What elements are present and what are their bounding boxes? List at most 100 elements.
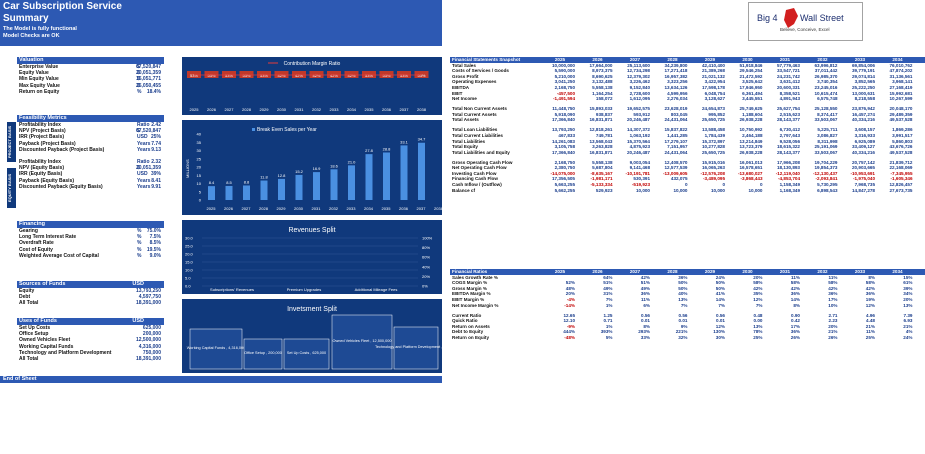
metric-label: Owned Vehicles Fleet [19,337,71,344]
cell-value: 19% [865,296,875,302]
metric-value: 4,316,000 [138,343,161,350]
metric-unit: Ratio [137,122,150,128]
cell-value: 12% [753,296,763,302]
cell-value: 3,608,157 [854,127,875,133]
cell-value: -3,489,095 [703,176,725,182]
metric-label: All Total [19,300,39,307]
metric-value: 15,051,771 [135,76,161,83]
metric-label: NPV (Equity Basis) [19,165,65,172]
cell-value: -48% [564,334,575,340]
cell-value: 2,797,643 [779,132,800,138]
metric-unit: Ratio [137,158,150,165]
cell-value: 15,370,564 [627,138,650,144]
cell-value: 17% [828,296,838,302]
metric-row: Enterprise Value $67,520,847 [17,64,164,70]
row-label: COGS Margin % [452,280,488,286]
cell-value: 4.96 [866,312,875,318]
revenue-y-tick: 25.0 [185,244,194,249]
bes-y-tick: 25 [197,156,202,161]
cell-value: 6,925,089 [854,138,875,144]
cell-value: 1,158,349 [779,182,800,188]
cell-value: 7.39 [903,312,913,318]
investment-tile [243,338,283,370]
cmr-x-tick: 2027 [225,107,235,112]
cell-value: 12.10 [563,318,576,324]
cell-value: 21,472,592 [739,73,763,79]
bes-bar [278,178,285,200]
cell-value: 51% [640,280,650,286]
cell-value: 5,663,255 [554,182,575,188]
cell-value: 36% [828,291,838,297]
cell-value: 0.01 [678,318,688,324]
row-label: EBITDA Margin % [452,291,491,297]
cell-value: 0.71 [603,318,613,324]
cell-value: 9,152,840 [629,84,650,90]
metric-value: 13,793,250 [135,288,161,294]
cell-value: 39,779,191 [852,68,875,74]
cell-value: 31,136,561 [889,73,913,79]
table-row: Gross Margin % 48% 49% 49% 50% 50% 42% 42% 42% 42… [450,286,925,292]
cell-value: 7% [755,302,763,308]
revenue-category: Subscriptions' Revenues [210,287,254,292]
metric-unit: $ [137,64,140,70]
cell-value: 8% [868,274,875,280]
row-label: Total Current Liabilities [452,132,503,138]
cell-value: 21% [828,329,838,335]
cell-value: 50% [678,280,688,286]
cell-value: 18,130,893 [777,165,800,171]
cell-value: 76,010,762 [889,62,913,68]
metric-row: Profitability Index Ratio 2.32 [17,159,164,165]
cell-value: 13,568,043 [589,138,613,144]
cell-value: 17,271,418 [664,68,688,74]
cell-value: 12,408,570 [664,159,688,165]
cell-value: 13,793,250 [552,127,575,133]
metric-unit: $ [137,165,140,172]
cell-value: 12,818,261 [589,127,613,133]
cell-value: 42% [790,285,800,291]
metric-value: 9.91 [151,183,161,190]
metric-label: Enterprise Value [19,64,59,70]
valuation-section: Valuation Enterprise Value $67,520,847 Equ… [17,57,164,95]
cell-value: 7,151,957 [667,144,688,150]
metric-row: Gearing% 75.0% [17,228,164,234]
equity-basis-rows: Profitability Index Ratio 2.32 NPV (Equity … [17,159,164,190]
metric-value: 12,500,000 [135,337,161,344]
cell-value: 995,852 [708,111,725,117]
cmr-label-box [362,71,376,78]
investment-label: Technology and Platform Development , 75… [375,345,442,349]
cell-value: 17,366,840 [552,117,575,123]
cell-value: 1,612,095 [629,96,650,102]
cell-value: 17,279,107 [664,138,688,144]
metric-label: NPV (Project Basis) [19,128,66,135]
model-check: Model Checks are OK [3,33,60,39]
cell-value: 25% [753,334,763,340]
cell-value: 32% [678,334,688,340]
row-label: Net Income Margin % [452,302,499,308]
bes-x-tick: 2034 [364,206,374,211]
cell-value: 8,218,558 [854,96,875,102]
metric-row: Technology and Platform Development 750,0… [17,350,164,356]
cell-value: 16,831,871 [589,149,613,155]
row-label: Total Current Assets [452,111,497,117]
table-header-row: Financial Statements Snapshot 2025 2026 202… [450,57,925,63]
metric-value: 4,597,750 [138,294,161,301]
cell-value: 1,441,285 [667,132,688,138]
cmr-x-tick: 2033 [330,107,340,112]
cell-value: 33% [640,334,650,340]
table-row: Total Sales 10,000,000 17,664,000 25,113,60… [450,63,925,69]
metric-row: Return on Equity% 18.4% [17,89,164,95]
cell-value: 5% [605,334,613,340]
metric-label: Discounted Payback (Equity Basis) [19,183,103,190]
metric-label: Working Capital Funds [19,343,74,350]
cell-value: 10,750,992 [739,127,763,133]
cell-value: 17,946,950 [739,84,763,90]
cell-value: 0.48 [753,312,763,318]
cell-value: 3,740,354 [817,79,838,85]
cell-value: 27,168,419 [889,84,913,90]
metric-label: IRR (Equity Basis) [19,171,63,178]
cell-value: 37,011,442 [814,68,838,74]
cell-value: 0.56 [641,312,650,318]
metric-label: Min Equity Value [19,76,59,83]
cell-value: 34% [903,291,913,297]
metric-row: NPV (Project Basis) $67,520,847 [17,128,164,134]
